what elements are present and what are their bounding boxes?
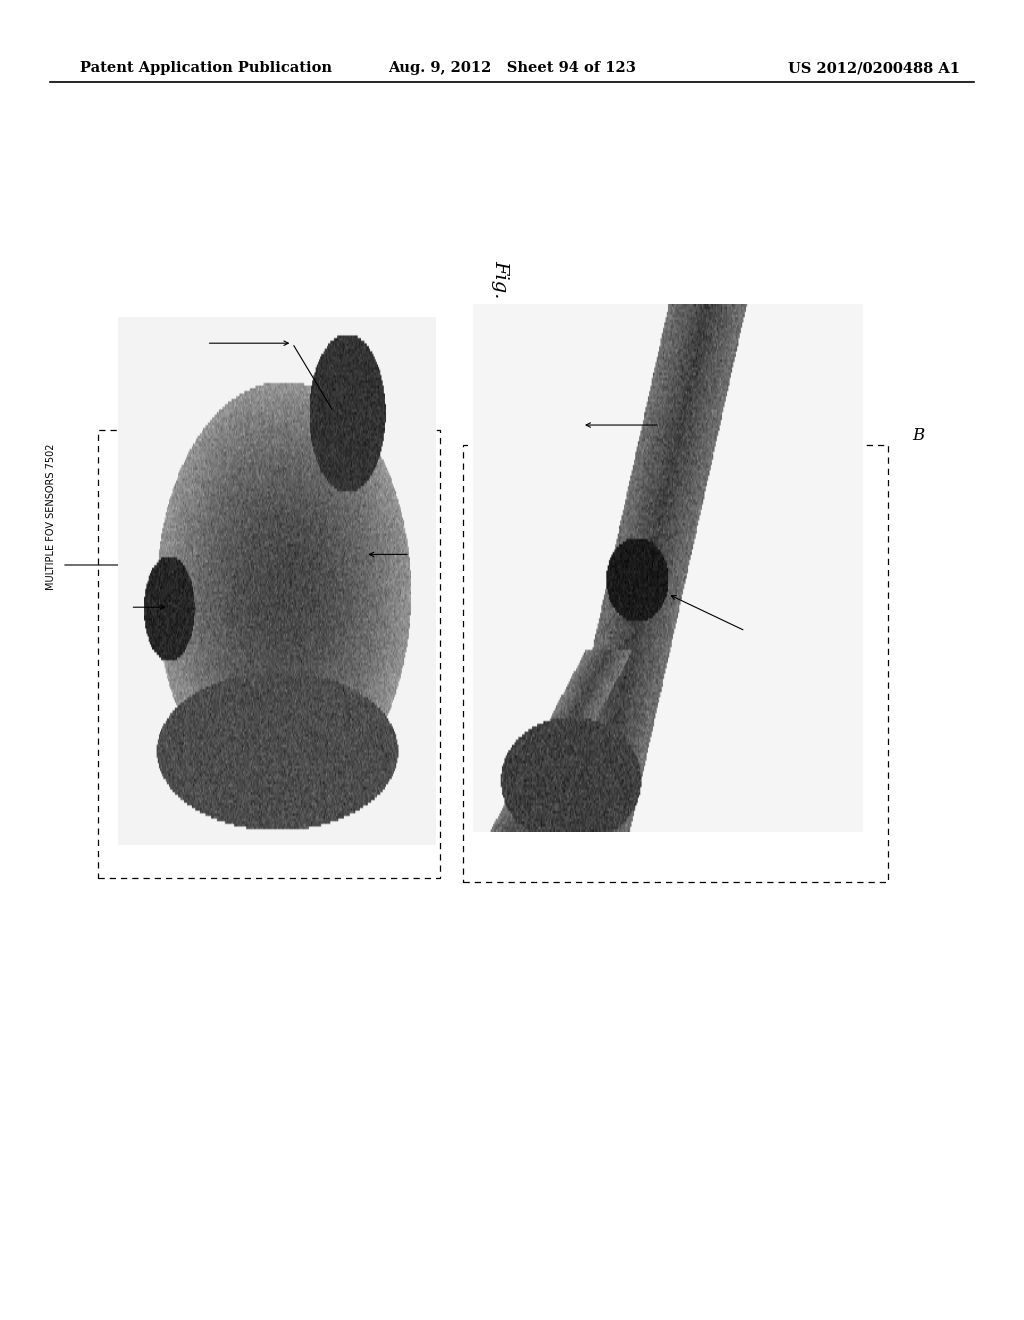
Text: Fig. 75: Fig. 75 [490, 260, 509, 330]
Text: Aug. 9, 2012   Sheet 94 of 123: Aug. 9, 2012 Sheet 94 of 123 [388, 61, 636, 75]
Text: US 2012/0200488 A1: US 2012/0200488 A1 [788, 61, 961, 75]
Text: FLIP-UP PHOTO CHROMIC LENSES 7508: FLIP-UP PHOTO CHROMIC LENSES 7508 [280, 388, 290, 579]
Text: Patent Application Publication: Patent Application Publication [80, 61, 332, 75]
Text: 3-AXIS DETACHABLE STEREO
EAR BUDS PLUS AUGMENTED
HEARING AND PROTECTION
SYSTEM 7: 3-AXIS DETACHABLE STEREO EAR BUDS PLUS A… [681, 404, 725, 548]
Bar [463, 445, 888, 882]
Text: A: A [369, 412, 381, 429]
Text: LASER RANGE FINDER/EMITTER 7504: LASER RANGE FINDER/EMITTER 7504 [146, 367, 156, 548]
Bar [98, 430, 440, 878]
Text: MULTIPLE FOV SENSORS 7502: MULTIPLE FOV SENSORS 7502 [46, 444, 56, 590]
Text: B: B [912, 426, 924, 444]
Text: NOISE-CANCELLING
FLEXIBLE BOOM MIKE 7510: NOISE-CANCELLING FLEXIBLE BOOM MIKE 7510 [639, 437, 660, 570]
